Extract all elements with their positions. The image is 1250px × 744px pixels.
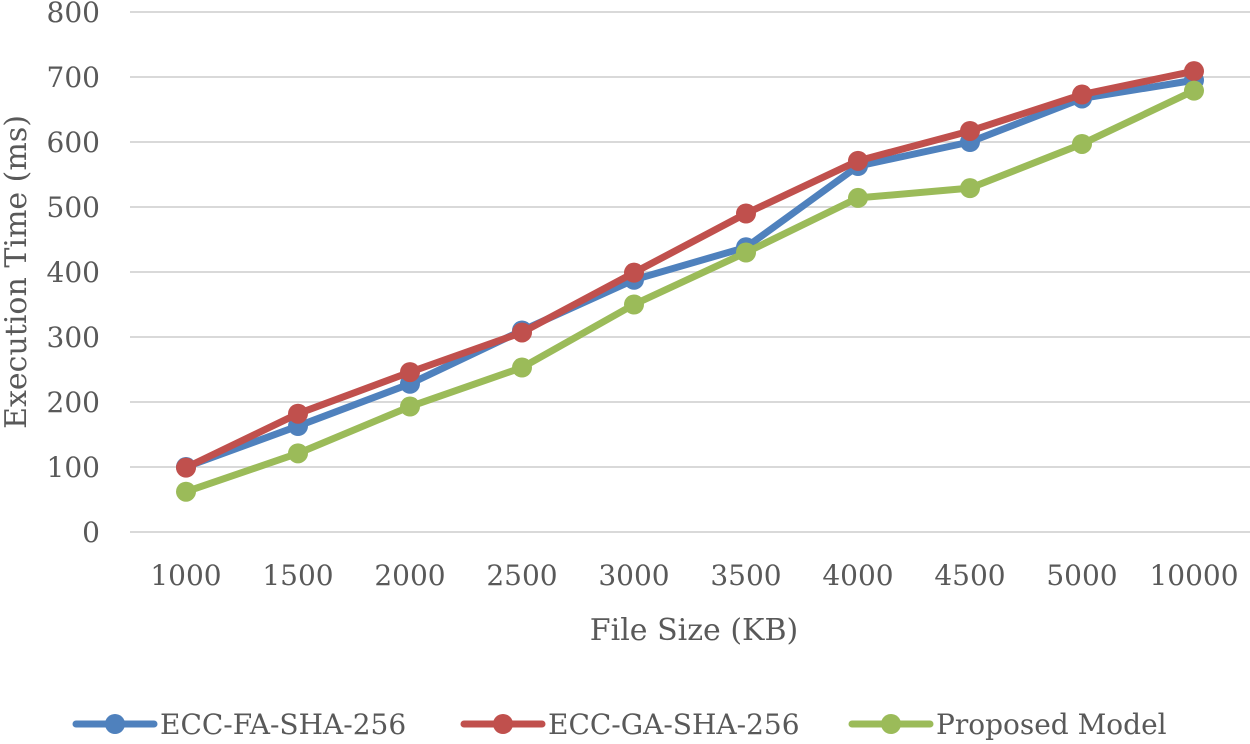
x-tick-label: 10000 [1149, 559, 1238, 592]
series-line [182, 87, 1198, 496]
series-group [176, 61, 1204, 502]
gridlines [130, 11, 1250, 533]
data-point [1072, 84, 1092, 105]
series-2 [176, 61, 1204, 478]
series-line [182, 67, 1198, 472]
y-tick-label: 0 [82, 516, 100, 549]
y-tick-label: 200 [47, 386, 100, 419]
data-point [848, 187, 868, 208]
data-point [736, 242, 756, 263]
y-tick-label: 500 [47, 191, 100, 224]
y-tick-label: 600 [47, 126, 100, 159]
data-point [960, 120, 980, 141]
data-point [400, 396, 420, 417]
x-tick-label: 3500 [710, 559, 781, 592]
x-tick-label: 1000 [150, 559, 221, 592]
series-line [182, 76, 1198, 471]
legend-swatch-marker [493, 714, 513, 734]
x-tick-label: 5000 [1046, 559, 1117, 592]
legend-swatch-marker [881, 714, 901, 734]
y-tick-label: 300 [47, 321, 100, 354]
data-point [736, 203, 756, 224]
y-tick-label: 400 [47, 256, 100, 289]
x-tick-label: 2500 [486, 559, 557, 592]
y-axis-title: Execution Time (ms) [0, 115, 34, 429]
data-point [512, 322, 532, 343]
x-axis-ticks: 1000 1500 2000 2500 3000 3500 4000 4500 5000 1000… [150, 559, 1238, 592]
legend-label: Proposed Model [936, 708, 1167, 741]
y-axis-ticks: 0 100 200 300 400 500 600 700 800 [47, 0, 100, 549]
x-tick-label: 4000 [822, 559, 893, 592]
data-point [1184, 61, 1204, 82]
x-tick-label: 4500 [934, 559, 1005, 592]
data-point [512, 357, 532, 378]
data-point [288, 443, 308, 464]
legend-label: ECC-FA-SHA-256 [160, 708, 406, 741]
y-tick-label: 800 [47, 0, 100, 29]
data-point [960, 178, 980, 199]
legend-label: ECC-GA-SHA-256 [548, 708, 800, 741]
legend-item: ECC-FA-SHA-256 [72, 708, 406, 741]
legend-swatch-marker [105, 714, 125, 734]
x-tick-label: 1500 [262, 559, 333, 592]
series-1 [176, 70, 1204, 477]
x-axis-title: File Size (KB) [590, 613, 798, 648]
data-point [624, 262, 644, 283]
data-point [848, 150, 868, 171]
data-point [1184, 80, 1204, 101]
data-point [624, 294, 644, 315]
data-point [288, 403, 308, 424]
data-point [176, 457, 196, 478]
data-point [1072, 133, 1092, 154]
data-point [176, 481, 196, 502]
legend-item: ECC-GA-SHA-256 [460, 708, 800, 741]
legend-item: Proposed Model [848, 708, 1167, 741]
y-tick-label: 100 [47, 451, 100, 484]
series-3 [176, 80, 1204, 502]
x-tick-label: 3000 [598, 559, 669, 592]
y-tick-label: 700 [47, 61, 100, 94]
legend: ECC-FA-SHA-256 ECC-GA-SHA-256 Proposed Mod… [72, 708, 1167, 741]
x-tick-label: 2000 [374, 559, 445, 592]
data-point [400, 362, 420, 383]
